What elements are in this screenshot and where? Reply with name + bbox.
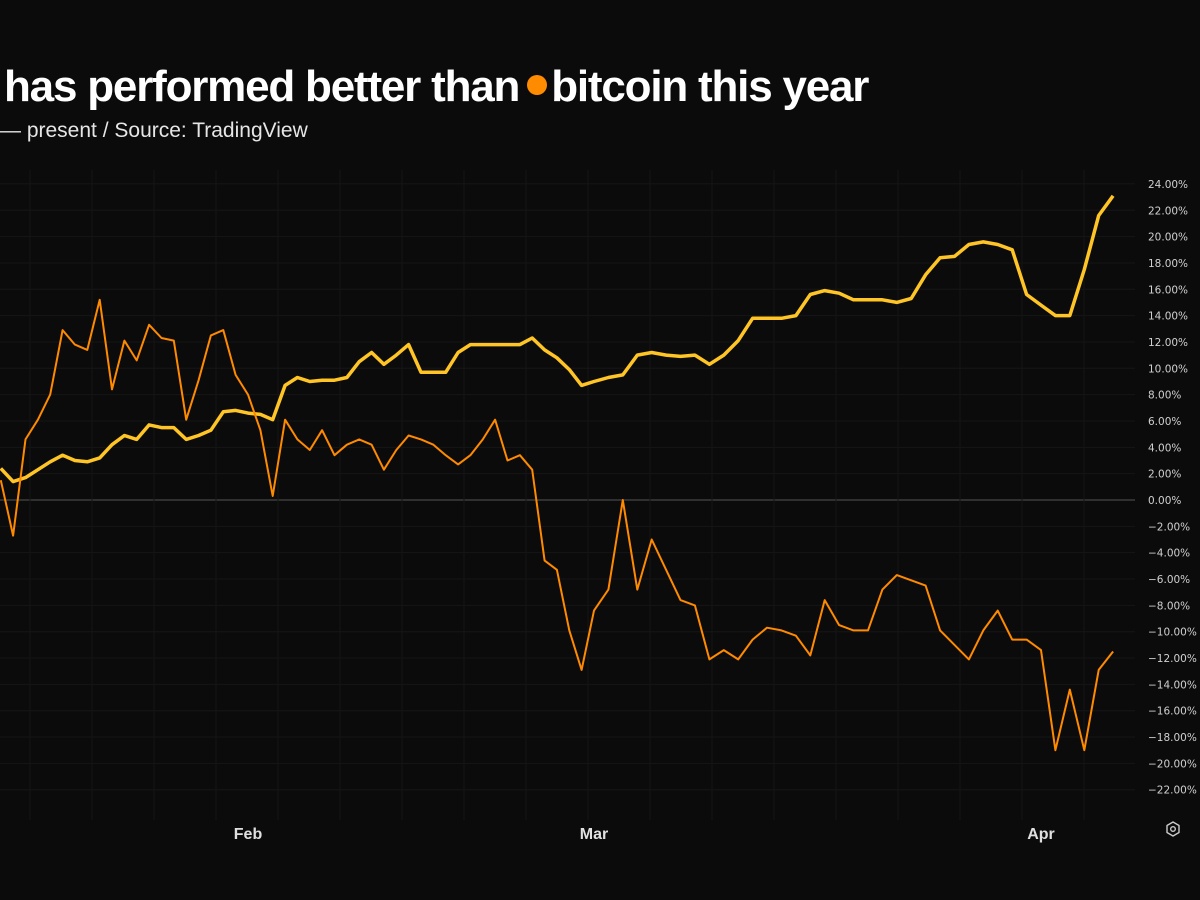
y-tick-label: −18.00%: [1148, 732, 1197, 744]
y-tick-label: 0.00%: [1148, 495, 1181, 507]
y-tick-label: 4.00%: [1148, 442, 1181, 454]
y-tick-label: −2.00%: [1148, 521, 1190, 533]
y-tick-label: 16.00%: [1148, 284, 1188, 296]
y-tick-label: 2.00%: [1148, 469, 1181, 481]
y-tick-label: 8.00%: [1148, 390, 1181, 402]
x-axis: Feb Mar Apr: [234, 826, 1055, 843]
y-tick-label: −6.00%: [1148, 574, 1190, 586]
x-tick-label: Apr: [1027, 826, 1055, 843]
y-axis: 24.00% 22.00% 20.00% 18.00% 16.00% 14.00% 12.0…: [1148, 179, 1197, 797]
y-tick-label: 14.00%: [1148, 311, 1188, 323]
y-tick-label: 10.00%: [1148, 363, 1188, 375]
title-part-1: has performed better than: [4, 62, 520, 111]
bitcoin-legend-dot: [527, 75, 548, 95]
series-lines: [0, 194, 1115, 752]
y-tick-label: −22.00%: [1148, 785, 1197, 797]
y-tick-label: −4.00%: [1148, 548, 1190, 560]
bitcoin-line: [0, 298, 1114, 752]
series-1-line: [0, 194, 1115, 484]
chart-title: has performed better than bitcoin this ye…: [4, 62, 869, 112]
y-tick-label: −12.00%: [1148, 653, 1197, 665]
y-tick-label: −20.00%: [1148, 758, 1197, 770]
settings-icon[interactable]: [1164, 820, 1182, 838]
y-tick-label: 24.00%: [1148, 179, 1188, 191]
y-tick-label: 6.00%: [1148, 416, 1181, 428]
y-tick-label: 22.00%: [1148, 205, 1188, 217]
title-part-2: bitcoin this year: [551, 62, 869, 111]
chart-subtitle: — present / Source: TradingView: [0, 119, 308, 142]
x-tick-label: Mar: [580, 826, 608, 843]
y-tick-label: −16.00%: [1148, 706, 1197, 718]
y-tick-label: 20.00%: [1148, 232, 1188, 244]
y-tick-label: −10.00%: [1148, 627, 1197, 639]
x-tick-label: Feb: [234, 826, 263, 843]
grid: [0, 170, 1135, 820]
y-tick-label: 12.00%: [1148, 337, 1188, 349]
y-tick-label: −14.00%: [1148, 679, 1197, 691]
y-tick-label: 18.00%: [1148, 258, 1188, 270]
y-tick-label: −8.00%: [1148, 600, 1190, 612]
